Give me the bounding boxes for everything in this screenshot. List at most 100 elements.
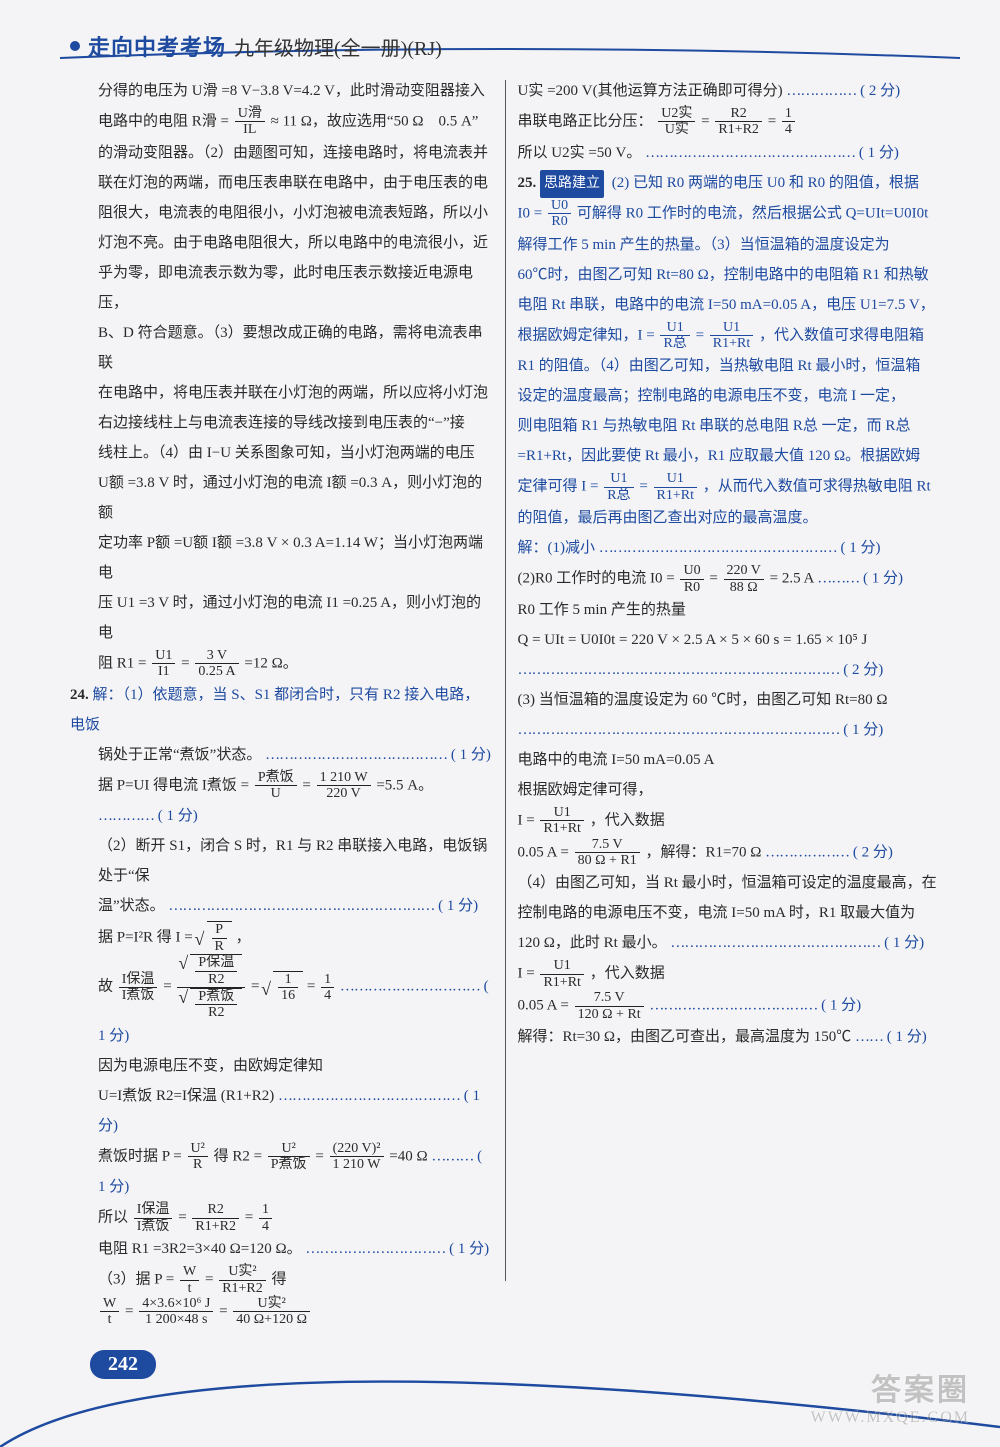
body-text: Q = UIt = U0I0t = 220 V × 2.5 A × 5 × 60…: [518, 625, 941, 655]
body-text: 解得工作 5 min 产生的热量。（3）当恒温箱的温度设定为: [518, 230, 941, 260]
brand-title: 走向中考考场: [88, 30, 226, 62]
body-text: 电路中的电阻 R滑 = U滑IL ≈ 11 Ω，故应选用“50 Ω 0.5 A”: [70, 106, 493, 138]
body-text: （3）据 P = Wt = U实²R1+R2 得: [70, 1264, 493, 1296]
text-run: 煮饭时据 P =: [98, 1148, 182, 1164]
watermark: 答案圈 WWW.MXQE.COM: [811, 1365, 970, 1427]
text-run: =: [125, 1303, 137, 1319]
body-text: …………………………………………………………… ( 2 分): [518, 655, 941, 685]
text-run: =: [302, 777, 314, 793]
text-run: (2) 已知 R0 两端的电压 U0 和 R0 的阻值，根据: [612, 175, 919, 191]
leader-dots: …………………………: [305, 1241, 445, 1257]
text-run: = 2.5 A: [770, 570, 814, 586]
text-run: 所以 U2实 =50 V。: [518, 145, 642, 161]
body-text: I = U1R1+Rt ，代入数据: [518, 805, 941, 837]
leader-dots: …………: [98, 808, 154, 824]
fraction: Wt: [180, 1264, 199, 1296]
body-text: 乎为零，即电流表示数为零，此时电压表示数接近电源电压，: [70, 258, 493, 318]
text-run: (2)R0 工作时的电流 I0 =: [518, 570, 679, 586]
fraction: U1R总: [604, 471, 633, 503]
text-run: =: [205, 1272, 217, 1288]
text-run: =5.5 A。: [376, 777, 433, 793]
body-text: 据 P=UI 得电流 I煮饭 = P煮饭U = 1 210 W220 V =5.…: [70, 770, 493, 832]
score-badge: ( 1 分): [451, 747, 491, 763]
text-run: =: [181, 655, 193, 671]
fraction: I保温I煮饭: [134, 1202, 173, 1234]
text-run: =: [315, 1148, 327, 1164]
text-run: 定律可得 I =: [518, 479, 603, 495]
text-run: 120 Ω，此时 Rt 最小。: [518, 935, 667, 951]
body-text: R1 的阻值。（4）由图乙可知，当热敏电阻 Rt 最小时，恒温箱: [518, 351, 941, 381]
text-run: 电阻 R1 =3R2=3×40 Ω=120 Ω。: [98, 1241, 302, 1257]
text-run: U=I煮饭 R2=I保温 (R1+R2): [98, 1088, 274, 1104]
fraction: U1R1+Rt: [540, 805, 583, 837]
text-run: ，从而代入数值可求得热敏电阻 Rt: [703, 479, 931, 495]
body-text: 煮饭时据 P = U²R 得 R2 = U²P煮饭 = (220 V)²1 21…: [70, 1141, 493, 1203]
score-badge: ( 1 分): [859, 145, 899, 161]
fraction: U1R1+Rt: [540, 958, 583, 990]
text-run: 0.05 A =: [518, 998, 573, 1014]
text-run: 阻 R1 =: [98, 655, 146, 671]
body-text: (3) 当恒温箱的温度设定为 60 ℃时，由图乙可知 Rt=80 Ω: [518, 685, 941, 715]
question-number: 25.: [518, 175, 537, 191]
text-run: ，代入数据: [590, 966, 665, 982]
fraction: P煮饭U: [255, 770, 297, 802]
body-text: 据 P=I²R 得 I = PR ，: [70, 921, 493, 954]
body-text: 设定的温度最高；控制电路的电源电压不变，电流 I 一定，: [518, 381, 941, 411]
fraction: 14: [321, 972, 334, 1004]
fraction: U2实U实: [658, 106, 695, 138]
body-text: 定律可得 I = U1R总 = U1R1+Rt ，从而代入数值可求得热敏电阻 R…: [518, 471, 941, 503]
body-text: 电路中的电流 I=50 mA=0.05 A: [518, 745, 941, 775]
body-text: 解：(1)减小 …………………………………………… ( 1 分): [518, 533, 941, 563]
text-run: 0.05 A =: [518, 844, 573, 860]
fraction: 4×3.6×10⁶ J1 200×48 s: [139, 1296, 213, 1328]
score-badge: ( 2 分): [860, 83, 900, 99]
body-text: 所以 I保温I煮饭 = R2R1+R2 = 14: [70, 1202, 493, 1234]
leader-dots: ………………………………: [649, 998, 817, 1014]
body-text: 串联电路正比分压： U2实U实 = R2R1+R2 = 14: [518, 106, 941, 138]
fraction: Wt: [100, 1296, 119, 1328]
body-text: 分得的电压为 U滑 =8 V−3.8 V=4.2 V，此时滑动变阻器接入: [70, 76, 493, 106]
question-number: 24.: [70, 687, 89, 703]
fraction: U0R0: [680, 563, 703, 595]
score-badge: ( 1 分): [887, 1029, 927, 1045]
question-25: 25. 思路建立 (2) 已知 R0 两端的电压 U0 和 R0 的阻值，根据: [518, 168, 941, 198]
text-run: ，代入数据: [590, 812, 665, 828]
page-number-badge: 242: [90, 1350, 156, 1379]
body-text: 60℃时，由图乙可知 Rt=80 Ω，控制电路中的电阻箱 R1 和热敏: [518, 260, 941, 290]
body-text: U实 =200 V(其他运算方法正确即可得分) …………… ( 2 分): [518, 76, 941, 106]
text-run: （3）据 P =: [98, 1272, 178, 1288]
body-text: 0.05 A = 7.5 V120 Ω + Rt ……………………………… ( …: [518, 990, 941, 1022]
solution-label: 解：（1）依题意，当 S、S1 都闭合时，只有 R2 接入电路，电饭: [70, 687, 479, 733]
leader-dots: ……………………………………………………………: [518, 662, 840, 678]
body-text: 线柱上。（4）由 I−U 关系图象可知，当小灯泡两端的电压: [70, 438, 493, 468]
leader-dots: ………: [431, 1148, 473, 1164]
score-badge: ( 1 分): [863, 570, 903, 586]
body-text: I = U1R1+Rt ，代入数据: [518, 958, 941, 990]
fraction: P保温R2 P煮饭R2: [177, 954, 245, 1021]
text-run: ，解得：R1=70 Ω: [646, 844, 762, 860]
page-subtitle: 九年级物理(全一册)(RJ): [234, 32, 442, 61]
fraction: (220 V)²1 210 W: [330, 1141, 384, 1173]
fraction: U²P煮饭: [268, 1141, 310, 1173]
leader-dots: …………………………: [340, 979, 480, 995]
text-run: 所以: [98, 1210, 132, 1226]
fraction: 7.5 V120 Ω + Rt: [575, 990, 644, 1022]
text-run: =12 Ω。: [244, 655, 297, 671]
fraction: 7.5 V80 Ω + R1: [575, 837, 640, 869]
body-text: 则电阻箱 R1 与热敏电阻 Rt 串联的总电阻 R总 一定，而 R总: [518, 411, 941, 441]
thinking-tag: 思路建立: [540, 170, 604, 198]
text-run: 解得：Rt=30 Ω，由图乙可查出，最高温度为 150℃: [518, 1029, 852, 1045]
text-run: ，代入数值可求得电阻箱: [759, 327, 924, 343]
text-run: =: [639, 479, 651, 495]
body-text: Wt = 4×3.6×10⁶ J1 200×48 s = U实²40 Ω+120…: [70, 1296, 493, 1328]
watermark-url: WWW.MXQE.COM: [811, 1409, 970, 1427]
leader-dots: …………………………………: [265, 747, 447, 763]
text-run: I =: [518, 966, 539, 982]
body-text: 故 I保温I煮饭 = P保温R2 P煮饭R2 = 116 = 14 …………………: [70, 954, 493, 1051]
leader-dots: ………………………………………: [670, 935, 880, 951]
fraction: 3 V0.25 A: [195, 648, 238, 680]
leader-dots: ………………………………………: [645, 145, 855, 161]
text-run: =: [163, 979, 175, 995]
body-text: 电阻 R1 =3R2=3×40 Ω=120 Ω。 ………………………… ( 1 …: [70, 1234, 493, 1264]
body-text: 解得：Rt=30 Ω，由图乙可查出，最高温度为 150℃ …… ( 1 分): [518, 1022, 941, 1052]
